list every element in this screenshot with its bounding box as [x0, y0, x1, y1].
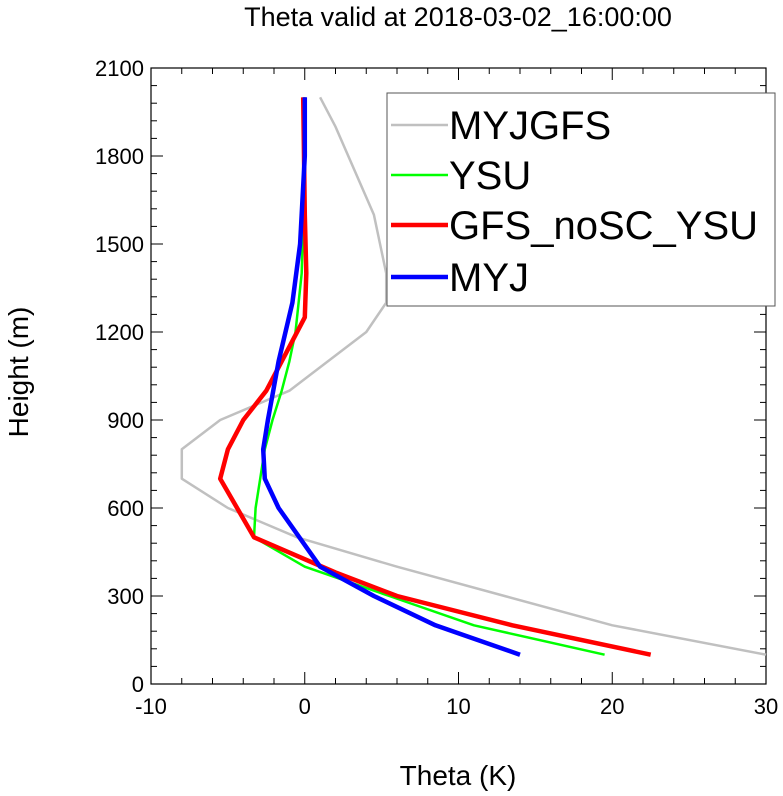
- y-tick-label: 600: [107, 496, 144, 521]
- x-tick-label: 20: [600, 694, 624, 719]
- x-tick-label: -10: [135, 694, 167, 719]
- series-layer: [180, 96, 767, 657]
- legend-box: [386, 92, 776, 307]
- x-tick-label: 10: [446, 694, 470, 719]
- legend-label-4: MYJ: [449, 256, 529, 300]
- chart-title: Theta valid at 2018-03-02_16:00:00: [244, 2, 672, 32]
- series-line-1: [180, 96, 767, 656]
- y-tick-label: 900: [107, 408, 144, 433]
- legend-label-3: GFS_noSC_YSU: [449, 204, 758, 248]
- series-line-4: [260, 97, 521, 657]
- legend: MYJGFS YSU GFS_noSC_YSU MYJ: [386, 92, 776, 307]
- legend-label-1: MYJGFS: [449, 104, 611, 148]
- legend-label-2: YSU: [449, 154, 531, 198]
- y-axis-label: Height (m): [3, 307, 34, 438]
- x-axis-label: Theta (K): [400, 760, 517, 791]
- x-tick-label: 0: [299, 694, 311, 719]
- y-tick-label: 300: [107, 584, 144, 609]
- x-tick-label: 30: [754, 694, 778, 719]
- y-tick-label: 1500: [95, 232, 144, 257]
- y-tick-label: 2100: [95, 56, 144, 81]
- y-tick-label: 0: [132, 672, 144, 697]
- series-line-3: [217, 97, 652, 657]
- y-tick-label: 1800: [95, 144, 144, 169]
- y-tick-label: 1200: [95, 320, 144, 345]
